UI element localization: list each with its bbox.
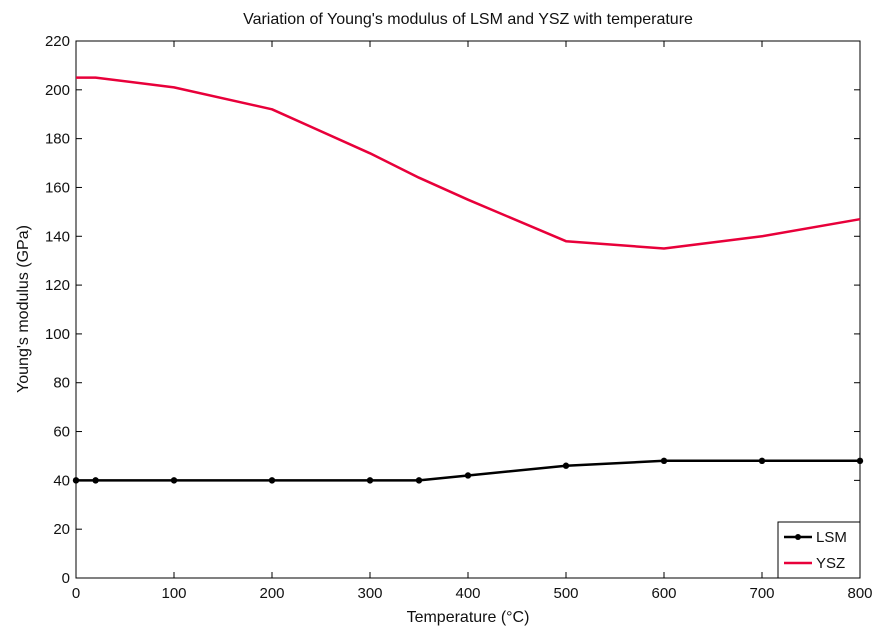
y-tick-label: 140: [45, 228, 70, 245]
legend-marker-lsm: [795, 534, 801, 540]
y-tick-label: 200: [45, 82, 70, 99]
data-point-lsm: [758, 457, 766, 465]
y-tick-label: 160: [45, 179, 70, 196]
x-tick-label: 100: [161, 585, 186, 602]
axis-ticks: 0 100 200 300 400 500 600 700 800 0 20 40 60 80 100 120…: [45, 33, 873, 602]
data-point-lsm: [170, 477, 178, 484]
data-point-lsm: [660, 457, 668, 465]
y-tick-label: 0: [62, 570, 70, 587]
chart-title: Variation of Young's modulus of LSM and …: [243, 11, 693, 28]
data-point-lsm: [562, 462, 570, 469]
y-tick-label: 80: [53, 375, 70, 392]
y-tick-label: 180: [45, 131, 70, 148]
y-tick-label: 100: [45, 326, 70, 343]
series-lines: [72, 76, 864, 484]
plot-area: [75, 40, 861, 579]
x-tick-label: 0: [72, 585, 80, 602]
y-tick-label: 60: [53, 424, 70, 441]
legend-label-ysz: YSZ: [816, 555, 845, 572]
legend-label-lsm: LSM: [816, 529, 847, 546]
y-tick-label: 120: [45, 277, 70, 294]
x-tick-label: 700: [749, 585, 774, 602]
legend-box: [777, 521, 861, 579]
data-point-lsm: [72, 477, 80, 484]
data-point-lsm: [366, 477, 374, 484]
y-tick-label: 20: [53, 521, 70, 538]
data-point-lsm: [856, 457, 864, 465]
data-point-lsm: [415, 477, 423, 484]
x-axis-title: Temperature (°C): [407, 609, 530, 626]
series-line-ysz: [76, 76, 861, 250]
x-tick-label: 300: [357, 585, 382, 602]
x-tick-label: 600: [651, 585, 676, 602]
y-tick-label: 40: [53, 472, 70, 489]
y-tick-label: 220: [45, 33, 70, 50]
x-tick-label: 800: [847, 585, 872, 602]
y-axis-title: Young's modulus (GPa): [15, 225, 32, 393]
data-point-lsm: [464, 472, 472, 479]
x-tick-label: 200: [259, 585, 284, 602]
x-tick-label: 400: [455, 585, 480, 602]
legend: LSM YSZ: [777, 521, 861, 579]
x-tick-label: 500: [553, 585, 578, 602]
data-point-lsm: [268, 477, 276, 484]
data-point-lsm: [92, 477, 99, 484]
